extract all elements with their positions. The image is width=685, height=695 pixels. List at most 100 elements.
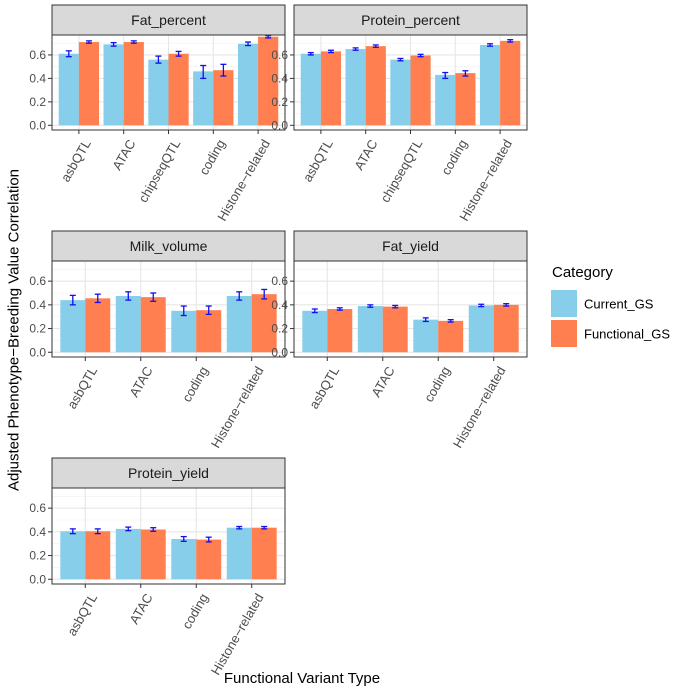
bar-current-gs [115, 528, 141, 580]
error-bar [110, 41, 117, 47]
error-bar [442, 71, 449, 80]
y-tick-label: 0.4 [271, 71, 288, 85]
error-bar [150, 527, 157, 532]
error-bar [265, 34, 272, 39]
x-tick-label: ATAC [109, 137, 138, 173]
x-tick-label: asbQTL [300, 137, 336, 185]
facet-title: Protein_percent [361, 12, 460, 28]
facet-panel: Protein_percent 0.0 0.2 0.4 0.6 asbQTL ATACchi… [271, 4, 528, 223]
bar-functional-gs [168, 53, 189, 126]
bar-current-gs [171, 310, 197, 353]
bar-functional-gs [196, 539, 222, 580]
y-tick-label: 0.0 [29, 118, 46, 132]
error-bar [261, 525, 268, 530]
bar-current-gs [103, 44, 124, 126]
bar-current-gs [115, 295, 141, 353]
facet-title: Fat_percent [131, 12, 206, 28]
error-bar [503, 303, 510, 307]
bar-functional-gs [258, 36, 279, 126]
panel-border [51, 260, 286, 358]
error-bar [69, 294, 76, 306]
error-bar [205, 536, 212, 543]
legend-label: Functional_GS [584, 327, 670, 342]
y-tick-label: 0.0 [29, 572, 46, 586]
bar-current-gs [435, 74, 456, 126]
x-tick-label: ATAC [126, 364, 155, 400]
error-bar [175, 50, 182, 57]
error-bar [462, 70, 469, 77]
error-bar [392, 304, 399, 309]
error-bar [150, 292, 157, 302]
bar-functional-gs [251, 527, 277, 580]
y-axis-title: Adjusted Phenotype−Breeding Value Correl… [6, 169, 23, 491]
y-tick-label: 0.2 [29, 95, 46, 109]
x-tick-label: asbQTL [64, 364, 100, 412]
y-tick-label: 0.6 [271, 274, 288, 288]
x-tick-label: ATAC [126, 591, 155, 627]
bar-functional-gs [365, 46, 386, 126]
bar-functional-gs [251, 294, 277, 353]
bar-functional-gs [410, 55, 431, 126]
error-bar [372, 44, 379, 48]
error-bar [130, 40, 137, 44]
facet-strip [293, 230, 528, 262]
error-bar [307, 51, 314, 56]
error-bar [94, 293, 101, 304]
bar-functional-gs [123, 42, 144, 126]
error-bar [200, 64, 207, 80]
y-tick-label: 0.0 [29, 345, 46, 359]
legend-item: Functional_GS [551, 320, 670, 347]
bar-current-gs [60, 300, 86, 353]
facet-strip [51, 457, 286, 489]
error-bar [487, 43, 494, 47]
y-tick-label: 0.2 [29, 549, 46, 563]
legend-swatch [551, 320, 577, 347]
bar-functional-gs [382, 306, 408, 353]
bar-current-gs [60, 531, 86, 580]
x-tick-label: Histone−related [450, 364, 509, 451]
bar-functional-gs [493, 304, 519, 353]
bar-current-gs [468, 305, 494, 353]
bar-functional-gs [213, 70, 234, 126]
x-tick-label: chipseqQTL [135, 137, 183, 205]
y-tick-label: 0.6 [29, 48, 46, 62]
error-bar [336, 307, 343, 311]
error-bar [205, 305, 212, 315]
bar-current-gs [226, 527, 252, 580]
bar-current-gs [237, 43, 259, 126]
bar-current-gs [345, 49, 366, 126]
facet-panel: Fat_percent 0.0 0.2 0.4 0.6 asbQTL ATACchipseq… [29, 4, 286, 223]
y-tick-label: 0.4 [29, 525, 46, 539]
facet-title: Milk_volume [130, 238, 208, 254]
error-bar [236, 291, 243, 301]
y-tick-label: 0.4 [29, 71, 46, 85]
bar-functional-gs [140, 529, 166, 580]
bar-current-gs [148, 59, 169, 126]
legend: Category Current_GS Functional_GS [551, 264, 670, 347]
bar-functional-gs [85, 298, 111, 353]
y-tick-label: 0.0 [271, 345, 288, 359]
x-tick-label: ATAC [351, 137, 380, 173]
facet-strip [51, 230, 286, 262]
x-tick-label: ATAC [368, 364, 397, 400]
error-bar [155, 55, 162, 64]
error-bar [417, 53, 424, 58]
facet-strip [293, 4, 528, 36]
facet-panel: Protein_yield 0.0 0.2 0.4 0.6 asbQTL ATAC codin… [29, 457, 286, 677]
bar-functional-gs [85, 531, 111, 580]
bar-current-gs [413, 319, 439, 353]
bar-functional-gs [140, 297, 166, 353]
legend-swatch [551, 290, 577, 317]
x-axis-title: Functional Variant Type [224, 670, 380, 687]
y-tick-label: 0.2 [271, 95, 288, 109]
bar-functional-gs [78, 42, 100, 126]
legend-item: Current_GS [551, 290, 654, 317]
y-tick-label: 0.6 [29, 501, 46, 515]
error-bar [69, 528, 76, 535]
bar-current-gs [479, 44, 501, 126]
bar-functional-gs [438, 320, 464, 353]
bar-functional-gs [320, 51, 342, 126]
error-bar [236, 525, 243, 530]
